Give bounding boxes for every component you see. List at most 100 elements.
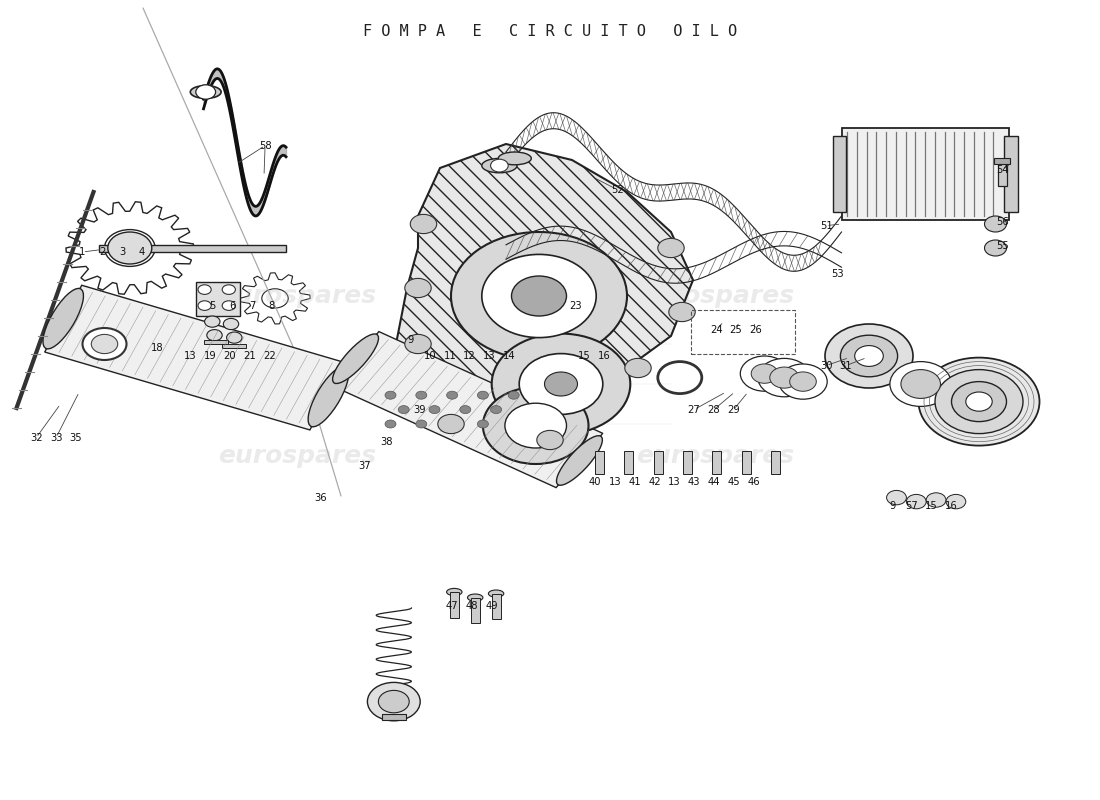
Text: 14: 14 — [503, 351, 516, 361]
Text: 40: 40 — [588, 477, 602, 486]
Polygon shape — [66, 202, 194, 294]
Bar — [833, 136, 846, 212]
Text: 38: 38 — [379, 437, 393, 446]
Text: 13: 13 — [483, 351, 496, 361]
Text: 19: 19 — [204, 351, 217, 361]
Circle shape — [539, 420, 550, 428]
Bar — [994, 158, 1010, 164]
Circle shape — [519, 354, 603, 414]
Text: 57: 57 — [905, 501, 918, 510]
Circle shape — [537, 430, 563, 450]
Text: 13: 13 — [184, 351, 197, 361]
Circle shape — [521, 406, 532, 414]
Text: 13: 13 — [668, 477, 681, 486]
Bar — [741, 451, 750, 474]
Bar — [382, 714, 406, 720]
Circle shape — [491, 159, 508, 172]
Bar — [713, 451, 722, 474]
Ellipse shape — [488, 590, 504, 597]
Circle shape — [544, 372, 578, 396]
Text: eurospares: eurospares — [636, 444, 794, 468]
Ellipse shape — [557, 436, 603, 486]
Text: 58: 58 — [258, 141, 272, 150]
Circle shape — [198, 285, 211, 294]
Text: 22: 22 — [263, 351, 276, 361]
Text: 6: 6 — [229, 301, 235, 310]
Bar — [99, 245, 286, 252]
Bar — [842, 128, 1009, 220]
Ellipse shape — [468, 594, 483, 602]
Circle shape — [223, 318, 239, 330]
Text: 49: 49 — [485, 601, 498, 610]
Polygon shape — [396, 144, 693, 448]
Circle shape — [751, 364, 778, 383]
Text: 21: 21 — [243, 351, 256, 361]
Bar — [471, 598, 480, 623]
Bar — [998, 163, 1006, 186]
Ellipse shape — [498, 152, 531, 165]
Circle shape — [935, 370, 1023, 434]
Text: 8: 8 — [268, 301, 275, 310]
Circle shape — [222, 301, 235, 310]
Circle shape — [108, 232, 152, 264]
Bar — [771, 451, 780, 474]
Text: 13: 13 — [608, 477, 622, 486]
Circle shape — [205, 316, 220, 327]
Circle shape — [398, 406, 409, 414]
Circle shape — [926, 493, 946, 507]
Text: 15: 15 — [925, 501, 938, 510]
Bar — [683, 451, 692, 474]
Circle shape — [367, 682, 420, 721]
Circle shape — [207, 330, 222, 341]
Text: 39: 39 — [412, 405, 426, 414]
Circle shape — [512, 276, 566, 316]
Circle shape — [758, 358, 811, 397]
Text: 51: 51 — [820, 221, 833, 230]
Text: 16: 16 — [945, 501, 958, 510]
Circle shape — [918, 358, 1040, 446]
Circle shape — [770, 367, 799, 388]
Circle shape — [901, 370, 940, 398]
Circle shape — [405, 334, 431, 354]
Circle shape — [405, 278, 431, 298]
Circle shape — [196, 85, 216, 99]
Text: 5: 5 — [209, 301, 216, 310]
Circle shape — [669, 302, 695, 322]
Bar — [625, 451, 634, 474]
Text: 16: 16 — [597, 351, 611, 361]
Circle shape — [482, 254, 596, 338]
Text: 18: 18 — [151, 343, 164, 353]
Circle shape — [460, 406, 471, 414]
Circle shape — [840, 335, 898, 377]
Text: 35: 35 — [69, 433, 82, 442]
Circle shape — [825, 324, 913, 388]
Circle shape — [984, 216, 1006, 232]
Circle shape — [539, 391, 550, 399]
Circle shape — [410, 214, 437, 234]
Circle shape — [855, 346, 883, 366]
Circle shape — [552, 406, 563, 414]
Text: 48: 48 — [465, 601, 478, 610]
Circle shape — [198, 301, 211, 310]
Circle shape — [492, 334, 630, 434]
Circle shape — [91, 334, 118, 354]
Circle shape — [984, 240, 1006, 256]
Text: 37: 37 — [358, 461, 371, 470]
Text: 32: 32 — [30, 433, 43, 442]
Bar — [492, 594, 500, 619]
Circle shape — [416, 391, 427, 399]
Circle shape — [262, 289, 288, 308]
Text: 30: 30 — [820, 361, 833, 370]
Circle shape — [890, 362, 952, 406]
Text: 9: 9 — [889, 501, 895, 510]
Circle shape — [477, 420, 488, 428]
Circle shape — [82, 328, 126, 360]
Circle shape — [491, 406, 502, 414]
Bar — [653, 451, 662, 474]
Circle shape — [779, 364, 827, 399]
Text: 36: 36 — [314, 493, 327, 502]
Text: 24: 24 — [710, 325, 723, 334]
Circle shape — [887, 490, 906, 505]
Ellipse shape — [447, 589, 462, 595]
Text: 47: 47 — [446, 601, 459, 610]
